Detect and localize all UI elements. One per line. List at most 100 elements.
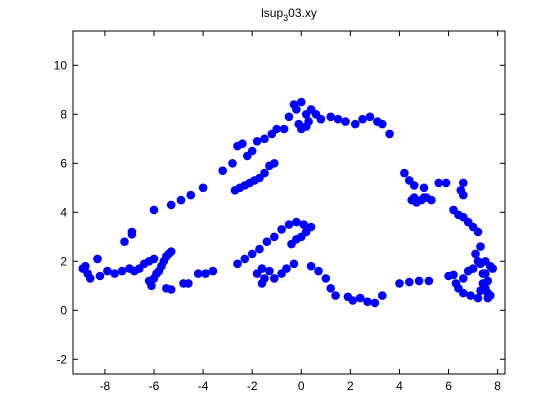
data-point bbox=[301, 122, 311, 131]
data-point bbox=[289, 259, 299, 269]
data-point bbox=[483, 293, 493, 303]
data-point bbox=[292, 105, 301, 114]
x-tick-label: 0 bbox=[298, 379, 305, 393]
data-point bbox=[255, 244, 264, 254]
x-tick-label: -4 bbox=[198, 379, 209, 393]
y-axis-ticks: -2 0 2 4 6 8 10 bbox=[54, 58, 505, 366]
data-point bbox=[471, 249, 480, 259]
data-point bbox=[365, 112, 375, 122]
data-point bbox=[93, 254, 102, 264]
data-point bbox=[459, 178, 468, 188]
data-point bbox=[252, 137, 262, 146]
data-point bbox=[473, 257, 483, 266]
x-tick-label: -8 bbox=[100, 379, 111, 393]
data-point bbox=[292, 217, 301, 227]
data-point bbox=[260, 274, 269, 283]
data-point bbox=[409, 193, 419, 202]
data-point bbox=[326, 284, 336, 293]
data-point bbox=[240, 254, 250, 264]
data-point bbox=[459, 190, 468, 200]
chart-title: lsup303.xy bbox=[261, 6, 317, 23]
data-point bbox=[358, 114, 367, 124]
data-point bbox=[468, 264, 478, 273]
data-point bbox=[419, 183, 429, 193]
data-point bbox=[201, 269, 210, 278]
data-point bbox=[282, 264, 291, 273]
data-point bbox=[316, 114, 326, 124]
data-point bbox=[449, 270, 458, 280]
data-point bbox=[272, 124, 282, 134]
data-point bbox=[257, 264, 267, 273]
data-point bbox=[385, 129, 394, 139]
scatter-points bbox=[78, 97, 498, 308]
data-point bbox=[331, 291, 340, 300]
data-point bbox=[414, 276, 424, 286]
data-point bbox=[459, 274, 468, 283]
data-point bbox=[351, 119, 360, 129]
data-point bbox=[228, 159, 237, 168]
data-point bbox=[441, 178, 451, 188]
data-point bbox=[262, 237, 272, 246]
y-tick-label: 0 bbox=[60, 303, 67, 317]
data-point bbox=[149, 205, 159, 215]
data-point bbox=[193, 269, 203, 278]
data-point bbox=[186, 190, 196, 200]
data-point bbox=[478, 269, 488, 278]
x-tick-label: -6 bbox=[149, 379, 160, 393]
data-point bbox=[270, 232, 279, 242]
data-point bbox=[166, 285, 176, 294]
data-point bbox=[270, 159, 279, 168]
data-point bbox=[260, 134, 269, 144]
data-point bbox=[395, 279, 404, 288]
data-point bbox=[184, 279, 193, 288]
data-point bbox=[427, 195, 436, 205]
data-point bbox=[478, 279, 488, 288]
data-point bbox=[363, 297, 372, 307]
data-point bbox=[424, 276, 434, 286]
data-point bbox=[270, 274, 279, 283]
y-tick-label: 10 bbox=[54, 58, 68, 72]
data-point bbox=[176, 195, 186, 205]
data-point bbox=[279, 124, 289, 134]
chart-title-suffix: 03.xy bbox=[288, 6, 317, 20]
chart-title-subscript: 3 bbox=[283, 13, 288, 23]
x-tick-label: 2 bbox=[347, 379, 354, 393]
data-point bbox=[378, 119, 387, 129]
data-point bbox=[409, 181, 419, 190]
data-point bbox=[238, 139, 247, 148]
plot-frame bbox=[72, 30, 506, 375]
data-point bbox=[473, 227, 483, 237]
data-point bbox=[265, 266, 274, 276]
data-point bbox=[284, 220, 294, 229]
data-point bbox=[299, 220, 309, 229]
data-point bbox=[341, 117, 350, 126]
data-point bbox=[333, 114, 343, 124]
data-point bbox=[434, 178, 444, 188]
data-point bbox=[419, 193, 429, 202]
chart-title-main: lsup bbox=[261, 6, 283, 20]
x-tick-label: 8 bbox=[494, 379, 501, 393]
data-point bbox=[85, 274, 95, 283]
data-point bbox=[321, 274, 331, 283]
data-point bbox=[476, 286, 485, 296]
data-point bbox=[103, 266, 112, 276]
data-point bbox=[95, 271, 105, 281]
y-tick-label: 4 bbox=[60, 205, 67, 219]
data-point bbox=[260, 168, 269, 178]
y-tick-label: 2 bbox=[60, 254, 67, 268]
data-point bbox=[198, 183, 208, 193]
data-point bbox=[149, 254, 159, 264]
data-point bbox=[117, 266, 127, 276]
data-point bbox=[405, 277, 414, 287]
data-point bbox=[120, 237, 129, 246]
data-point bbox=[355, 293, 365, 303]
data-point bbox=[348, 296, 358, 305]
data-point bbox=[314, 266, 323, 276]
data-point bbox=[301, 227, 311, 237]
data-point bbox=[473, 293, 483, 303]
data-point bbox=[378, 291, 387, 300]
data-point bbox=[488, 264, 498, 273]
data-point bbox=[127, 227, 137, 237]
data-point bbox=[247, 146, 257, 156]
